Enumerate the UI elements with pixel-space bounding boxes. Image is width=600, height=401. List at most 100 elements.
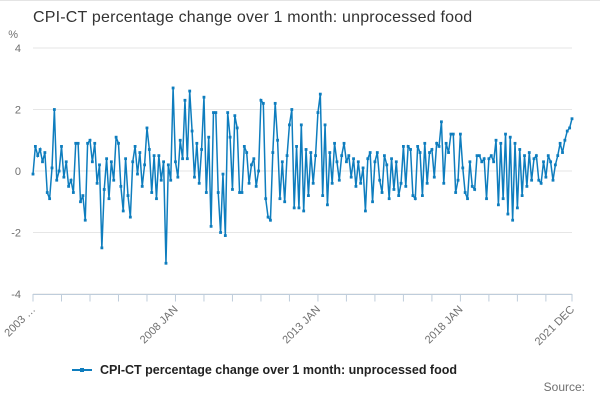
data-point[interactable] bbox=[371, 200, 374, 204]
data-point[interactable] bbox=[71, 191, 75, 194]
data-point[interactable] bbox=[64, 160, 68, 164]
data-point[interactable] bbox=[128, 215, 132, 219]
data-point[interactable] bbox=[302, 209, 306, 213]
data-point[interactable] bbox=[36, 154, 40, 158]
data-point[interactable] bbox=[421, 194, 424, 197]
data-point[interactable] bbox=[316, 111, 320, 114]
data-point[interactable] bbox=[356, 160, 360, 164]
data-point[interactable] bbox=[235, 126, 239, 130]
data-point[interactable] bbox=[480, 160, 484, 164]
data-point[interactable] bbox=[326, 203, 329, 207]
data-point[interactable] bbox=[164, 261, 168, 265]
data-point[interactable] bbox=[276, 138, 279, 142]
data-point[interactable] bbox=[48, 197, 52, 201]
data-point[interactable] bbox=[50, 166, 54, 170]
data-point[interactable] bbox=[394, 160, 398, 164]
data-point[interactable] bbox=[347, 154, 351, 158]
data-point[interactable] bbox=[409, 148, 412, 151]
data-point[interactable] bbox=[463, 191, 467, 194]
data-point[interactable] bbox=[290, 108, 294, 111]
data-point[interactable] bbox=[383, 154, 386, 158]
data-point[interactable] bbox=[114, 135, 118, 139]
data-point[interactable] bbox=[570, 117, 574, 121]
data-point[interactable] bbox=[117, 141, 120, 145]
data-point[interactable] bbox=[342, 141, 346, 145]
data-point[interactable] bbox=[492, 160, 496, 164]
data-point[interactable] bbox=[378, 178, 382, 182]
data-point[interactable] bbox=[278, 197, 282, 201]
data-point[interactable] bbox=[523, 154, 526, 158]
data-point[interactable] bbox=[145, 126, 149, 130]
data-point[interactable] bbox=[219, 231, 222, 234]
data-point[interactable] bbox=[245, 151, 249, 154]
data-point[interactable] bbox=[413, 197, 417, 201]
data-point[interactable] bbox=[314, 154, 317, 158]
data-point[interactable] bbox=[423, 141, 427, 145]
data-point[interactable] bbox=[204, 191, 208, 194]
data-point[interactable] bbox=[223, 234, 227, 237]
data-point[interactable] bbox=[143, 163, 146, 167]
data-point[interactable] bbox=[558, 141, 562, 145]
data-point[interactable] bbox=[340, 154, 344, 158]
data-point[interactable] bbox=[100, 246, 104, 250]
data-point[interactable] bbox=[333, 141, 336, 145]
data-point[interactable] bbox=[508, 135, 512, 139]
data-point[interactable] bbox=[238, 191, 241, 194]
data-point[interactable] bbox=[551, 178, 555, 182]
data-point[interactable] bbox=[456, 178, 460, 182]
data-point[interactable] bbox=[185, 157, 189, 161]
data-point[interactable] bbox=[380, 191, 384, 194]
legend-item[interactable]: CPI-CT percentage change over 1 month: u… bbox=[72, 363, 457, 377]
data-point[interactable] bbox=[69, 178, 73, 182]
data-point[interactable] bbox=[520, 194, 524, 197]
data-point[interactable] bbox=[109, 160, 113, 164]
data-point[interactable] bbox=[544, 175, 548, 179]
data-point[interactable] bbox=[345, 160, 348, 164]
data-point[interactable] bbox=[295, 145, 298, 148]
data-point[interactable] bbox=[454, 191, 458, 194]
data-point[interactable] bbox=[428, 151, 431, 154]
data-point[interactable] bbox=[349, 175, 353, 179]
data-point[interactable] bbox=[52, 108, 56, 111]
data-point[interactable] bbox=[359, 181, 363, 185]
data-point[interactable] bbox=[368, 151, 372, 154]
data-point[interactable] bbox=[511, 218, 515, 222]
data-point[interactable] bbox=[147, 148, 151, 151]
data-point[interactable] bbox=[387, 197, 391, 201]
data-point[interactable] bbox=[55, 178, 59, 182]
data-point[interactable] bbox=[406, 145, 410, 148]
data-point[interactable] bbox=[121, 209, 125, 213]
data-point[interactable] bbox=[216, 191, 220, 194]
data-point[interactable] bbox=[60, 145, 63, 148]
data-point[interactable] bbox=[266, 215, 270, 219]
data-point[interactable] bbox=[527, 151, 531, 154]
data-point[interactable] bbox=[152, 154, 156, 158]
data-point[interactable] bbox=[299, 123, 303, 127]
data-point[interactable] bbox=[43, 151, 47, 154]
data-point[interactable] bbox=[271, 151, 275, 154]
data-point[interactable] bbox=[354, 184, 358, 188]
data-point[interactable] bbox=[95, 181, 99, 185]
data-point[interactable] bbox=[107, 197, 111, 201]
data-point[interactable] bbox=[478, 154, 481, 158]
data-point[interactable] bbox=[131, 160, 135, 164]
data-point[interactable] bbox=[444, 141, 448, 145]
data-point[interactable] bbox=[226, 111, 230, 114]
data-point[interactable] bbox=[565, 129, 569, 133]
data-point[interactable] bbox=[494, 138, 498, 142]
data-point[interactable] bbox=[435, 141, 439, 145]
data-point[interactable] bbox=[133, 145, 137, 148]
data-point[interactable] bbox=[330, 181, 334, 185]
data-point[interactable] bbox=[451, 132, 455, 136]
data-point[interactable] bbox=[178, 138, 182, 142]
data-point[interactable] bbox=[418, 151, 422, 154]
data-point[interactable] bbox=[67, 184, 71, 188]
data-point[interactable] bbox=[252, 157, 256, 161]
data-point[interactable] bbox=[76, 141, 80, 145]
data-point[interactable] bbox=[542, 160, 545, 164]
data-point[interactable] bbox=[532, 157, 536, 161]
data-point[interactable] bbox=[399, 181, 403, 185]
data-point[interactable] bbox=[190, 129, 194, 133]
data-point[interactable] bbox=[214, 111, 218, 114]
data-point[interactable] bbox=[250, 163, 253, 167]
